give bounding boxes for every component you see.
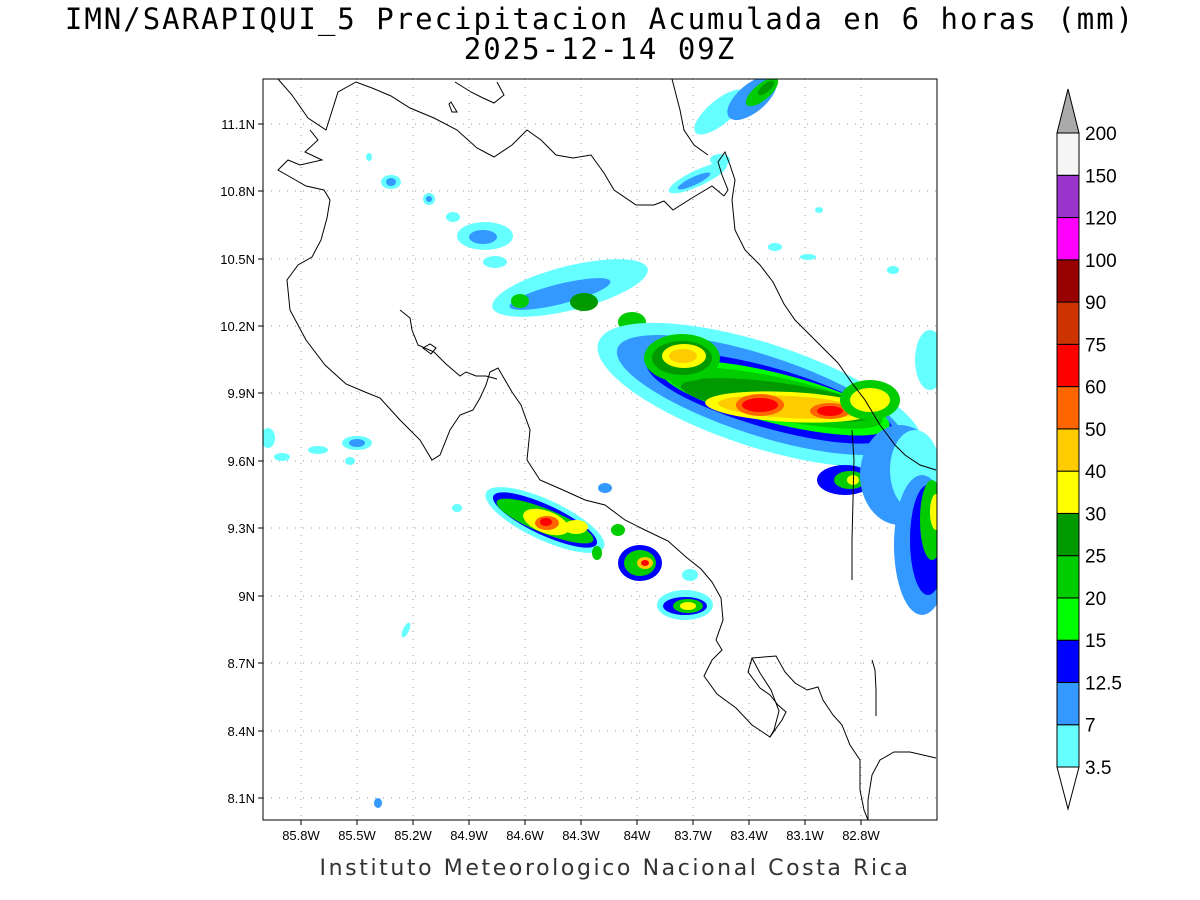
lat-tick-label: 9N xyxy=(238,589,255,604)
lat-tick-label: 11.1N xyxy=(221,117,255,132)
colorbar-swatch xyxy=(1056,132,1080,176)
chira-island xyxy=(422,343,437,355)
north-border-line xyxy=(277,79,725,211)
inland-border xyxy=(671,79,709,156)
panama-south-coast xyxy=(867,751,937,820)
colorbar-level-label: 25 xyxy=(1085,547,1106,568)
colorbar: 3.5 7 12.5 15 20 25 30 40 50 60 75 90 100 120 150 200 xyxy=(1056,88,1122,811)
colorbar-swatch xyxy=(1056,512,1080,557)
colorbar-level-label: 30 xyxy=(1085,504,1106,525)
colorbar-swatch xyxy=(1056,470,1080,514)
lon-tick-label: 83.4W xyxy=(730,828,768,843)
lon-tick-label: 83.1W xyxy=(786,828,824,843)
lat-tick-label: 10.8N xyxy=(220,184,255,199)
colorbar-swatch xyxy=(1056,343,1080,388)
colorbar-swatch xyxy=(1056,724,1080,768)
colorbar-over-triangle xyxy=(1056,88,1080,134)
colorbar-level-label: 150 xyxy=(1085,166,1117,187)
lat-tick-label: 10.5N xyxy=(220,252,255,267)
lon-tick-label: 84.3W xyxy=(562,828,600,843)
lat-tick-label: 10.2N xyxy=(220,319,255,334)
lon-tick-label: 83.7W xyxy=(674,828,712,843)
colorbar-level-label: 20 xyxy=(1085,589,1106,610)
gridlines xyxy=(263,79,937,820)
colorbar-swatch xyxy=(1056,217,1080,261)
small-island xyxy=(448,101,458,113)
colorbar-swatch xyxy=(1056,681,1080,726)
colorbar-swatch xyxy=(1056,639,1080,683)
lat-tick-label: 9.9N xyxy=(228,386,255,401)
colorbar-level-label: 60 xyxy=(1085,378,1106,399)
precip-area-main-band xyxy=(492,259,937,615)
colorbar-level-label: 100 xyxy=(1085,251,1117,272)
lon-tick-label: 82.8W xyxy=(842,828,880,843)
colorbar-swatch xyxy=(1056,597,1080,641)
lat-tick-label: 9.3N xyxy=(228,521,255,536)
colorbar-level-label: 75 xyxy=(1085,335,1106,356)
lon-tick-label: 84.9W xyxy=(450,828,488,843)
nicoya-gulf xyxy=(399,309,498,380)
lon-tick-label: 84W xyxy=(624,828,651,843)
nicaragua-lake-coast xyxy=(454,81,505,104)
lat-tick-label: 9.6N xyxy=(228,454,255,469)
northern-cuts xyxy=(277,129,869,820)
panama-border xyxy=(851,429,855,580)
colorbar-level-label: 50 xyxy=(1085,420,1106,441)
colorbar-swatch xyxy=(1056,259,1080,303)
latitude-axis: 11.1N 10.8N 10.5N 10.2N 9.9N 9.6N 9.3N 9N 8.7N 8.… xyxy=(220,117,263,806)
map-frame xyxy=(262,78,938,821)
lat-tick-label: 8.1N xyxy=(228,791,255,806)
colorbar-swatch xyxy=(1056,555,1080,599)
lon-tick-label: 84.6W xyxy=(506,828,544,843)
precipitation-field xyxy=(263,79,937,808)
colorbar-swatch xyxy=(1056,386,1080,430)
colorbar-level-label: 15 xyxy=(1085,631,1106,652)
lon-tick-label: 85.8W xyxy=(282,828,320,843)
colorbar-level-label: 90 xyxy=(1085,293,1106,314)
longitude-axis: 85.8W 85.5W 85.2W 84.9W 84.6W 84.3W 84W 83.7W 83… xyxy=(282,820,881,843)
colorbar-level-label: 7 xyxy=(1085,716,1096,737)
map-subtitle-datetime: 2025-12-14 09Z xyxy=(463,32,737,66)
lat-tick-label: 8.4N xyxy=(228,724,255,739)
colorbar-swatch xyxy=(1056,428,1080,472)
colorbar-level-label: 200 xyxy=(1085,124,1117,145)
burica-peninsula xyxy=(871,659,877,716)
colorbar-swatch xyxy=(1056,174,1080,219)
caribbean-coast xyxy=(717,150,937,471)
colorbar-under-triangle xyxy=(1056,766,1080,811)
colorbar-swatch xyxy=(1056,301,1080,345)
map-title: IMN/SARAPIQUI_5 Precipitacion Acumulada … xyxy=(64,2,1136,36)
lat-tick-label: 8.7N xyxy=(228,656,255,671)
precip-area-north-coast xyxy=(694,79,779,135)
osa-peninsula xyxy=(747,657,787,738)
precip-area-north-scattered xyxy=(263,153,899,808)
lon-tick-label: 85.2W xyxy=(394,828,432,843)
colorbar-level-label: 3.5 xyxy=(1085,758,1111,779)
lon-tick-label: 85.5W xyxy=(338,828,376,843)
colorbar-level-label: 120 xyxy=(1085,209,1117,230)
footer-credit: Instituto Meteorologico Nacional Costa R… xyxy=(319,856,911,881)
precip-area-south-band xyxy=(485,487,713,620)
coastline-and-borders xyxy=(277,79,937,820)
colorbar-level-label: 12.5 xyxy=(1085,673,1122,694)
colorbar-level-label: 40 xyxy=(1085,462,1106,483)
